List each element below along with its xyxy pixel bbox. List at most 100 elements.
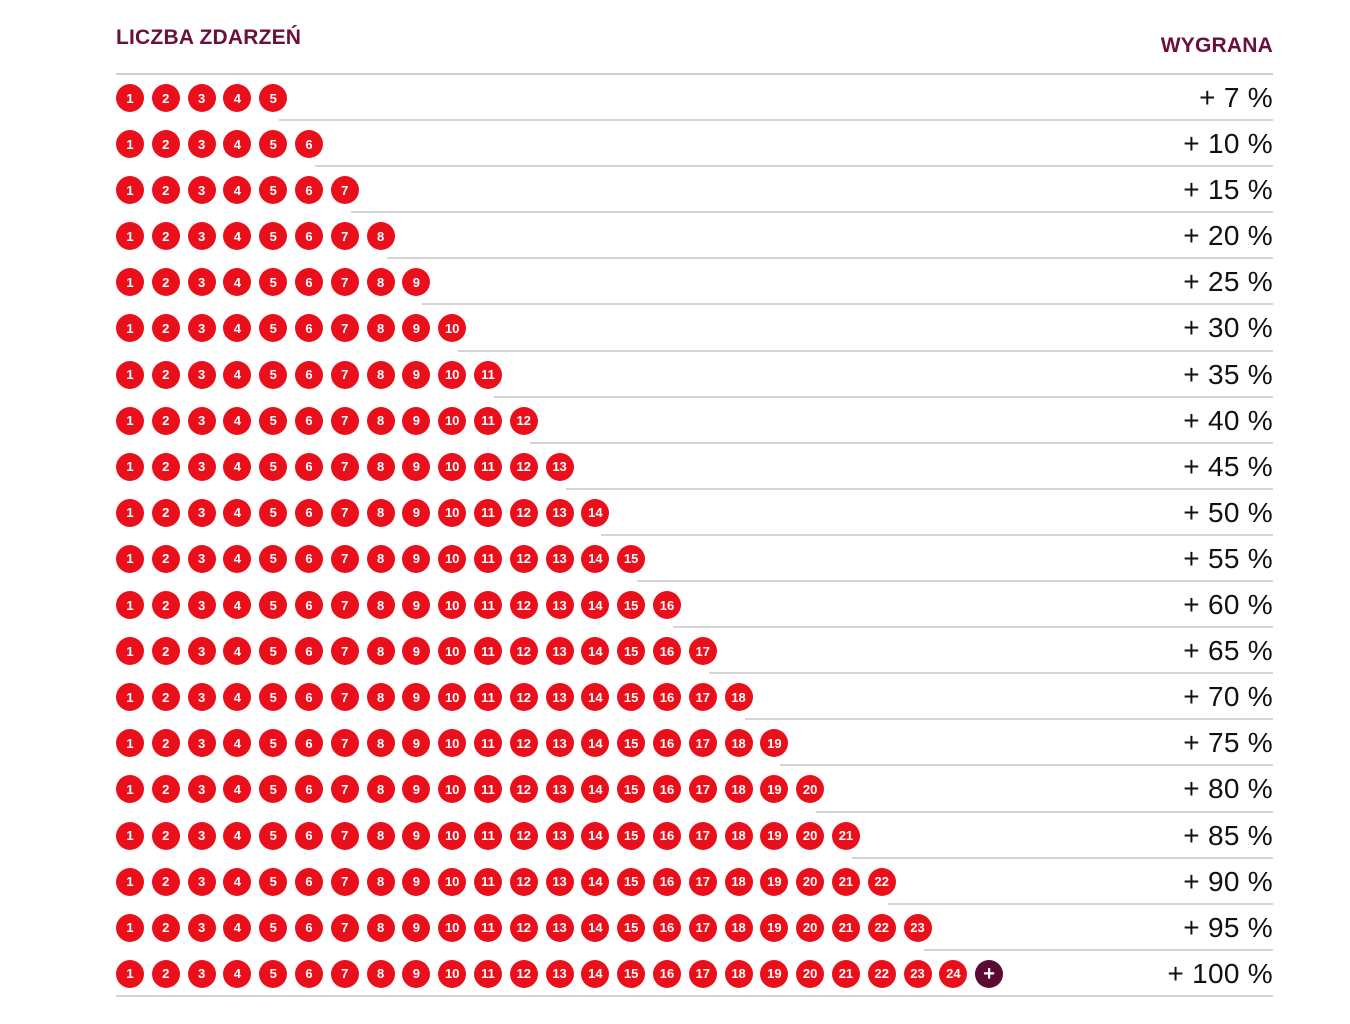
event-number-ball: 4 <box>223 683 252 712</box>
event-number-ball: 9 <box>402 729 431 758</box>
event-number-ball: 4 <box>223 867 252 896</box>
event-number-ball: 6 <box>294 683 323 712</box>
bonus-percent: + 25 % <box>1183 266 1273 298</box>
event-number-ball: 8 <box>366 683 395 712</box>
event-number-ball: 4 <box>223 913 252 942</box>
event-number-ball: 12 <box>509 683 538 712</box>
event-number-ball: 9 <box>402 452 431 481</box>
event-number-ball: 8 <box>366 913 395 942</box>
event-number-ball: 7 <box>330 268 359 297</box>
event-number-ball: 12 <box>509 406 538 435</box>
event-number-ball: 15 <box>617 913 646 942</box>
event-number-ball: 11 <box>473 406 502 435</box>
event-number-ball: 16 <box>652 637 681 666</box>
event-number-ball: 6 <box>294 867 323 896</box>
event-number-ball: 11 <box>473 544 502 573</box>
bonus-percent: + 70 % <box>1183 681 1273 713</box>
event-number-ball: 3 <box>187 498 216 527</box>
event-number-ball: 2 <box>151 222 180 251</box>
event-number-ball: 18 <box>724 913 753 942</box>
event-number-ball: 1 <box>116 176 144 205</box>
bonus-row: 1 2 3 4 5 6 7 8 9 10 11 12 13 14 15 16 + 60 % <box>116 582 1273 629</box>
event-number-ball: 16 <box>652 683 681 712</box>
event-number-ball: 13 <box>545 913 574 942</box>
event-number-ball: 1 <box>116 130 144 159</box>
event-number-ball: 17 <box>688 729 717 758</box>
event-number-ball: 3 <box>187 314 216 343</box>
event-number-ball: 4 <box>223 959 252 988</box>
event-number-ball: 8 <box>366 775 395 804</box>
event-number-ball: 14 <box>581 867 610 896</box>
event-number-ball: 6 <box>294 775 323 804</box>
bonus-percent: + 65 % <box>1183 635 1273 667</box>
event-number-ball: 6 <box>294 821 323 850</box>
event-number-ball: 9 <box>402 821 431 850</box>
event-number-ball: 12 <box>509 498 538 527</box>
event-number-ball: 15 <box>617 683 646 712</box>
event-number-ball: 16 <box>652 775 681 804</box>
event-number-ball: 2 <box>151 176 180 205</box>
event-number-ball: 1 <box>116 959 144 988</box>
row-divider <box>350 211 1273 214</box>
event-number-ball: 6 <box>294 176 323 205</box>
row-divider <box>529 441 1273 444</box>
event-number-ball: 23 <box>903 959 932 988</box>
event-number-ball: 14 <box>581 729 610 758</box>
event-number-ball: 7 <box>330 314 359 343</box>
bonus-percent: + 20 % <box>1183 220 1273 252</box>
bonus-percent: + 50 % <box>1183 496 1273 528</box>
event-number-ball: 16 <box>652 959 681 988</box>
event-number-ball: 2 <box>151 867 180 896</box>
bonus-table: LICZBA ZDARZEŃ WYGRANA 1 2 3 4 5 + 7 % 1 2 3 4 5 6 +… <box>116 0 1273 1024</box>
bonus-row: 1 2 3 4 5 6 7 8 + 20 % <box>116 213 1273 260</box>
event-balls: 1 2 3 4 5 6 7 8 9 10 11 12 13 14 15 16 17 18 <box>116 683 753 712</box>
bonus-percent: + 55 % <box>1183 542 1273 574</box>
event-number-ball: 21 <box>831 821 860 850</box>
event-number-ball: 1 <box>116 222 144 251</box>
event-number-ball: 11 <box>473 591 502 620</box>
event-balls: 1 2 3 4 5 6 7 8 9 10 11 12 13 <box>116 452 574 481</box>
event-number-ball: 22 <box>867 913 896 942</box>
event-number-ball: 2 <box>151 729 180 758</box>
event-number-ball: 7 <box>330 452 359 481</box>
event-balls: 1 2 3 4 5 6 7 8 9 10 11 12 13 14 15 16 17 18 19 20 21 22 23 <box>116 913 932 942</box>
event-number-ball: 8 <box>366 591 395 620</box>
bonus-percent: + 80 % <box>1183 773 1273 805</box>
event-number-ball: 12 <box>509 913 538 942</box>
event-number-ball: 12 <box>509 637 538 666</box>
event-number-ball: 22 <box>867 867 896 896</box>
event-number-ball: 1 <box>116 84 144 112</box>
event-number-ball: 17 <box>688 913 717 942</box>
event-number-ball: 2 <box>151 130 180 159</box>
event-number-ball: 5 <box>259 729 288 758</box>
event-number-ball: 19 <box>760 867 789 896</box>
event-number-ball: 3 <box>187 821 216 850</box>
event-number-ball: 5 <box>259 130 288 159</box>
event-number-ball: 14 <box>581 591 610 620</box>
bonus-header: WYGRANA <box>1160 34 1273 57</box>
bonus-row: 1 2 3 4 5 + 7 % <box>116 75 1273 122</box>
event-number-ball: 5 <box>259 360 288 389</box>
event-balls: 1 2 3 4 5 6 7 8 9 10 11 12 <box>116 406 538 435</box>
event-number-ball: 11 <box>473 821 502 850</box>
bonus-row: 1 2 3 4 5 6 + 10 % <box>116 121 1273 168</box>
event-balls: 1 2 3 4 5 6 7 8 9 10 11 12 13 14 15 16 17 18 19 20 <box>116 775 825 804</box>
event-number-ball: 5 <box>259 867 288 896</box>
event-number-ball: 9 <box>402 913 431 942</box>
event-number-ball: 5 <box>259 637 288 666</box>
bonus-percent: + 75 % <box>1183 727 1273 759</box>
event-number-ball: 5 <box>259 591 288 620</box>
event-number-ball: 15 <box>617 591 646 620</box>
event-number-ball: 7 <box>330 498 359 527</box>
event-number-ball: 1 <box>116 637 144 666</box>
event-number-ball: 5 <box>259 222 288 251</box>
bonus-row: 1 2 3 4 5 6 7 8 9 10 + 30 % <box>116 305 1273 352</box>
event-number-ball: 6 <box>294 130 323 159</box>
event-number-ball: 24 <box>939 959 968 988</box>
event-number-ball: 2 <box>151 544 180 573</box>
bonus-percent: + 95 % <box>1183 911 1273 943</box>
event-number-ball: 8 <box>366 959 395 988</box>
event-number-ball: 8 <box>366 222 395 251</box>
event-number-ball: 10 <box>438 775 467 804</box>
event-number-ball: 1 <box>116 452 144 481</box>
